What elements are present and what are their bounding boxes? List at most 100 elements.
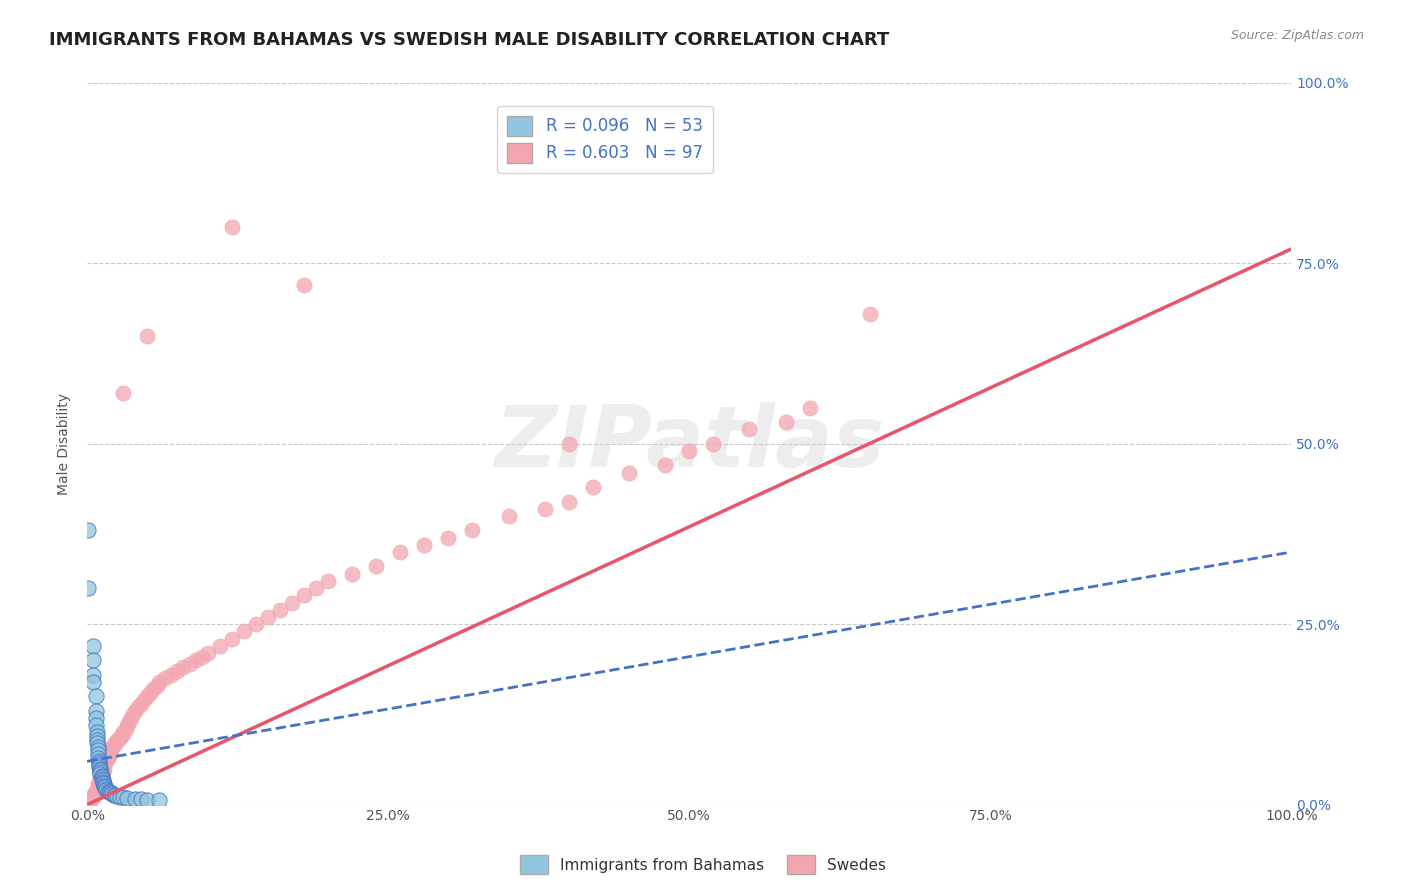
Point — [654, 458, 676, 473]
Point — [112, 725, 135, 739]
Point — [103, 788, 125, 802]
Point — [83, 787, 105, 801]
Point — [89, 776, 111, 790]
Y-axis label: Male Disability: Male Disability — [58, 392, 72, 495]
Point — [160, 667, 183, 681]
Point — [89, 762, 111, 776]
Point — [437, 531, 460, 545]
Point — [77, 581, 100, 595]
Point — [82, 790, 104, 805]
Point — [94, 756, 117, 770]
Point — [292, 278, 315, 293]
Point — [702, 437, 724, 451]
Point — [87, 747, 110, 761]
Point — [89, 760, 111, 774]
Point — [101, 787, 124, 801]
Point — [110, 729, 132, 743]
Point — [533, 501, 555, 516]
Point — [82, 639, 104, 653]
Point — [87, 743, 110, 757]
Point — [90, 769, 112, 783]
Point — [77, 794, 100, 808]
Point — [558, 494, 581, 508]
Point — [859, 307, 882, 321]
Point — [775, 415, 797, 429]
Point — [86, 732, 108, 747]
Point — [91, 763, 114, 777]
Point — [94, 780, 117, 795]
Point — [89, 767, 111, 781]
Point — [269, 603, 291, 617]
Point — [100, 743, 122, 757]
Point — [108, 789, 131, 804]
Point — [132, 693, 155, 707]
Point — [84, 711, 107, 725]
Point — [678, 444, 700, 458]
Point — [97, 750, 120, 764]
Point — [83, 789, 105, 803]
Point — [93, 779, 115, 793]
Point — [131, 792, 153, 806]
Point — [340, 566, 363, 581]
Point — [114, 722, 136, 736]
Point — [90, 767, 112, 781]
Point — [100, 741, 122, 756]
Point — [100, 786, 122, 800]
Point — [245, 617, 267, 632]
Point — [98, 785, 121, 799]
Point — [118, 714, 141, 729]
Point — [112, 790, 135, 805]
Point — [86, 725, 108, 739]
Point — [84, 786, 107, 800]
Point — [91, 774, 114, 789]
Point — [148, 674, 170, 689]
Point — [91, 776, 114, 790]
Point — [86, 783, 108, 797]
Point — [89, 772, 111, 787]
Point — [190, 649, 212, 664]
Point — [84, 718, 107, 732]
Point — [96, 781, 118, 796]
Point — [105, 732, 128, 747]
Point — [89, 756, 111, 771]
Point — [115, 791, 138, 805]
Point — [89, 763, 111, 777]
Point — [79, 792, 101, 806]
Point — [82, 653, 104, 667]
Point — [82, 667, 104, 681]
Point — [91, 765, 114, 780]
Point — [103, 739, 125, 753]
Point — [155, 671, 177, 685]
Point — [461, 524, 484, 538]
Point — [305, 581, 328, 595]
Point — [105, 789, 128, 803]
Point — [146, 679, 169, 693]
Point — [179, 657, 201, 671]
Point — [94, 754, 117, 768]
Point — [89, 754, 111, 768]
Point — [105, 734, 128, 748]
Point — [142, 682, 165, 697]
Point — [197, 646, 219, 660]
Point — [80, 792, 103, 806]
Point — [124, 792, 146, 806]
Point — [366, 559, 388, 574]
Point — [292, 588, 315, 602]
Point — [89, 765, 111, 780]
Point — [97, 784, 120, 798]
Point — [104, 789, 127, 803]
Point — [84, 704, 107, 718]
Point — [184, 653, 207, 667]
Point — [139, 686, 162, 700]
Point — [93, 758, 115, 772]
Point — [148, 793, 170, 807]
Point — [221, 632, 243, 646]
Point — [96, 783, 118, 797]
Point — [77, 524, 100, 538]
Point — [96, 753, 118, 767]
Point — [108, 731, 131, 746]
Point — [738, 422, 761, 436]
Point — [90, 769, 112, 783]
Point — [221, 220, 243, 235]
Point — [127, 700, 149, 714]
